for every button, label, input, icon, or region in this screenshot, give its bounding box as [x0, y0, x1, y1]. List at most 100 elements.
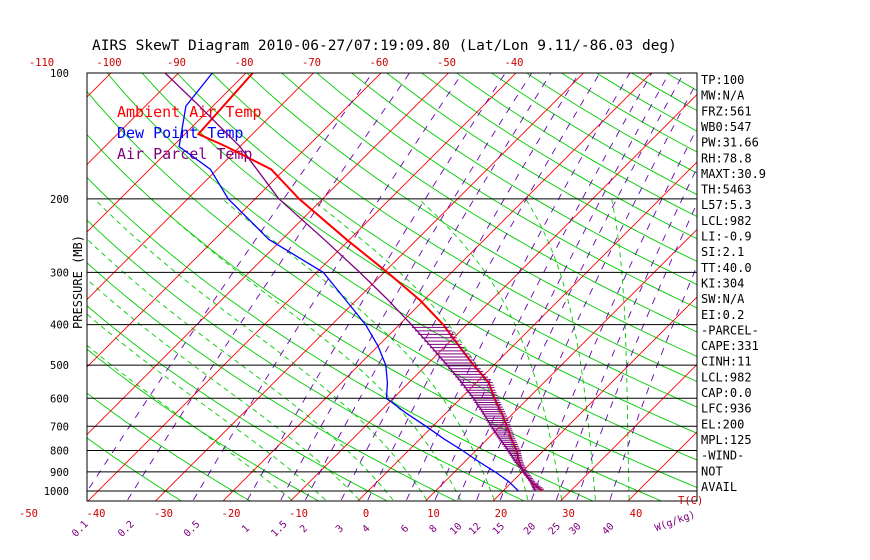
- dry-adiabat-line: [87, 348, 320, 501]
- isotherm-line: [87, 73, 180, 166]
- dry-adiabat-line: [87, 437, 183, 501]
- legend-item: Dew Point Temp: [117, 124, 243, 142]
- index-item: SI:2.1: [701, 245, 744, 259]
- isotherm-line: [559, 363, 697, 501]
- bottom-tick-label: -20: [222, 508, 241, 520]
- index-item: AVAIL: [701, 480, 737, 494]
- bottom-axis-unit: T(C): [678, 495, 703, 507]
- dry-adiabat-line: [838, 54, 870, 508]
- top-tick-label: -50: [437, 57, 456, 69]
- mixing-ratio-line: [555, 167, 697, 501]
- dry-adiabat-line: [176, 73, 697, 408]
- mixing-ratio-line: [280, 73, 533, 501]
- top-tick-label: -40: [505, 57, 524, 69]
- index-item: CAP:0.0: [701, 386, 752, 400]
- mixing-ratio-label: 40: [600, 521, 616, 537]
- dry-adiabat-line: [668, 54, 870, 508]
- dry-adiabat-line: [141, 73, 697, 434]
- bottom-tick-label: -10: [289, 508, 308, 520]
- isotherm-line: [289, 93, 697, 501]
- index-item: LCL:982: [701, 214, 752, 228]
- mixing-ratio-line: [247, 73, 506, 501]
- dry-adiabat-line: [87, 219, 526, 501]
- pressure-axis-labels: 100 200 300 400 500 600 700 800 900 1000: [44, 68, 69, 498]
- mixing-ratio-label: 10: [448, 521, 464, 537]
- mixing-ratio-line: [609, 264, 697, 501]
- mixing-ratio-label: 2: [298, 523, 310, 535]
- isotherm-line: [357, 161, 697, 501]
- isotherm-line: [222, 73, 652, 501]
- top-tick-label: -80: [235, 57, 254, 69]
- moist-adiabat-line: [611, 198, 630, 500]
- index-item: CAPE:331: [701, 339, 759, 353]
- index-item: LI:-0.9: [701, 230, 752, 244]
- index-item: FRZ:561: [701, 104, 752, 118]
- index-item: LFC:936: [701, 402, 752, 416]
- isotherm-line: [87, 73, 382, 368]
- dry-adiabat-line: [87, 392, 251, 501]
- moist-adiabat-line: [221, 198, 495, 501]
- moist-adiabat-line: [150, 198, 461, 501]
- isotherm-line: [492, 296, 697, 501]
- series-line: [178, 73, 519, 492]
- moist-adiabat-line: [93, 198, 427, 501]
- mixing-ratio-label: 0.1: [70, 519, 91, 540]
- top-tick-label: -110: [29, 57, 54, 69]
- isotherm-line: [627, 431, 697, 501]
- dry-adiabat-line: [316, 73, 697, 309]
- mixing-ratio-label: 1: [240, 523, 252, 535]
- isotherm-line: [0, 54, 63, 508]
- index-item: -WIND-: [701, 449, 744, 463]
- pressure-tick-label: 800: [50, 445, 69, 457]
- dry-adiabat-line: [351, 73, 697, 286]
- isotherm-line: [87, 73, 517, 501]
- bottom-tick-label: 20: [495, 508, 508, 520]
- dry-adiabat-line: [87, 133, 663, 501]
- isotherm-line: [87, 73, 315, 301]
- mixing-ratio-label: 0.2: [116, 519, 137, 540]
- mixing-ratio-line: [531, 127, 697, 501]
- index-item: L57:5.3: [701, 198, 752, 212]
- series-line: [196, 73, 543, 492]
- mixing-ratio-line: [406, 73, 631, 501]
- index-item: -PARCEL-: [701, 323, 759, 337]
- pressure-tick-label: 300: [50, 267, 69, 279]
- index-item: NOT: [701, 464, 723, 478]
- bottom-tick-label: -50: [19, 508, 38, 520]
- mixing-ratio-line: [367, 73, 601, 501]
- background-grid: [0, 54, 870, 508]
- bottom-tick-label: -30: [154, 508, 173, 520]
- pressure-tick-label: 700: [50, 421, 69, 433]
- index-item: EI:0.2: [701, 308, 744, 322]
- mixing-ratio-label: 15: [491, 521, 507, 537]
- pressure-tick-label: 200: [50, 194, 69, 206]
- index-item: MW:N/A: [701, 89, 745, 103]
- pressure-tick-label: 900: [50, 467, 69, 479]
- mixing-ratio-line: [499, 80, 697, 501]
- index-item: TT:40.0: [701, 261, 752, 275]
- dry-adiabat-line: [106, 73, 697, 461]
- dry-adiabat-line: [804, 54, 870, 508]
- index-item: TH:5463: [701, 183, 752, 197]
- mixing-ratio-line: [193, 73, 463, 501]
- moist-adiabat-line: [87, 344, 292, 501]
- pressure-tick-label: 1000: [44, 486, 69, 498]
- mixing-ratio-label: 12: [467, 521, 483, 537]
- mixing-ratio-line: [340, 73, 580, 501]
- dry-adiabat-line: [87, 90, 697, 488]
- isobar-lines: [87, 198, 697, 492]
- index-item: RH:78.8: [701, 151, 752, 165]
- index-item: WB0:547: [701, 120, 752, 134]
- mixing-ratio-line: [434, 73, 653, 501]
- dry-adiabat-line: [246, 73, 697, 358]
- bottom-tick-label: -40: [87, 508, 106, 520]
- index-item: SW:N/A: [701, 292, 745, 306]
- dry-adiabat-line: [87, 305, 389, 501]
- index-item: MAXT:30.9: [701, 167, 766, 181]
- mixing-ratio-label: 1.5: [269, 519, 290, 540]
- chart-title: AIRS SkewT Diagram 2010-06-27/07:19:09.8…: [92, 38, 677, 54]
- isotherm-line: [87, 73, 112, 98]
- top-tick-label: -90: [167, 57, 186, 69]
